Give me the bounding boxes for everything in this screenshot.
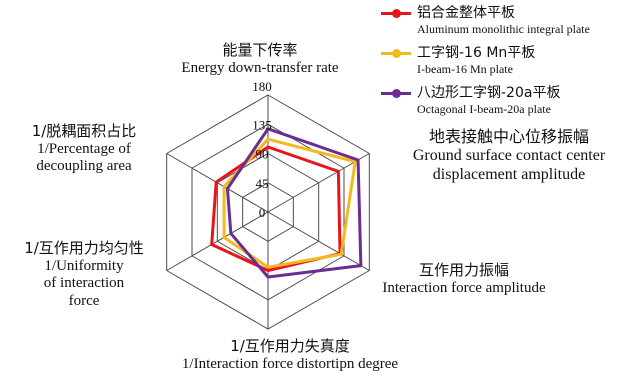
legend-marker-ibeam-16mn — [392, 49, 401, 58]
tick-label-45: 45 — [256, 176, 269, 191]
tick-label-90: 90 — [256, 147, 269, 162]
radial-tick-labels: 0 45 90 135 180 — [252, 79, 272, 220]
grid-spoke-2 — [267, 211, 370, 271]
legend-marker-aluminum — [392, 9, 401, 18]
axis-label-interaction-force-distortion: 1/互作用力失真度 1/Interaction force distortipn… — [181, 337, 399, 372]
axis-label-decoupling-area: 1/脱耦面积占比 1/Percentage of decoupling area — [31, 122, 137, 175]
legend-label-en-octagonal-ibeam-20a: Octagonal I-beam-20a plate — [417, 102, 551, 116]
legend-label-cn-ibeam-16mn: 工字钢-16 Mn平板 — [417, 45, 536, 61]
legend-label-en-aluminum: Aluminum monolithic integral plate — [417, 22, 590, 36]
grid-spoke-1 — [267, 153, 370, 213]
legend-label-cn-aluminum: 铝合金整体平板 — [417, 5, 515, 21]
axis-label-ground-surface-displacement: 地表接触中心位移振幅 Ground surface contact center… — [412, 127, 606, 183]
axis-label-energy-down-transfer: 能量下传率 Energy down-transfer rate — [181, 41, 339, 76]
tick-label-135: 135 — [252, 117, 272, 132]
radar-grid — [166, 94, 370, 330]
series-line-2 — [225, 127, 363, 279]
series-line-1 — [222, 137, 357, 269]
radar-series — [210, 127, 363, 279]
legend-marker-octagonal-ibeam-20a — [392, 89, 401, 98]
legend-label-cn-octagonal-ibeam-20a: 八边形工字钢-20a平板 — [417, 85, 561, 101]
legend-label-en-ibeam-16mn: I-beam-16 Mn plate — [417, 62, 513, 76]
axis-label-uniformity: 1/互作用力均匀性 1/Uniformity of interaction fo… — [24, 239, 144, 310]
axis-label-interaction-force-amplitude: 互作用力振幅 Interaction force amplitude — [382, 261, 546, 296]
tick-label-0: 0 — [259, 205, 266, 220]
grid-spoke-4 — [166, 211, 269, 271]
series-line-0 — [210, 145, 342, 272]
tick-label-180: 180 — [252, 79, 272, 94]
